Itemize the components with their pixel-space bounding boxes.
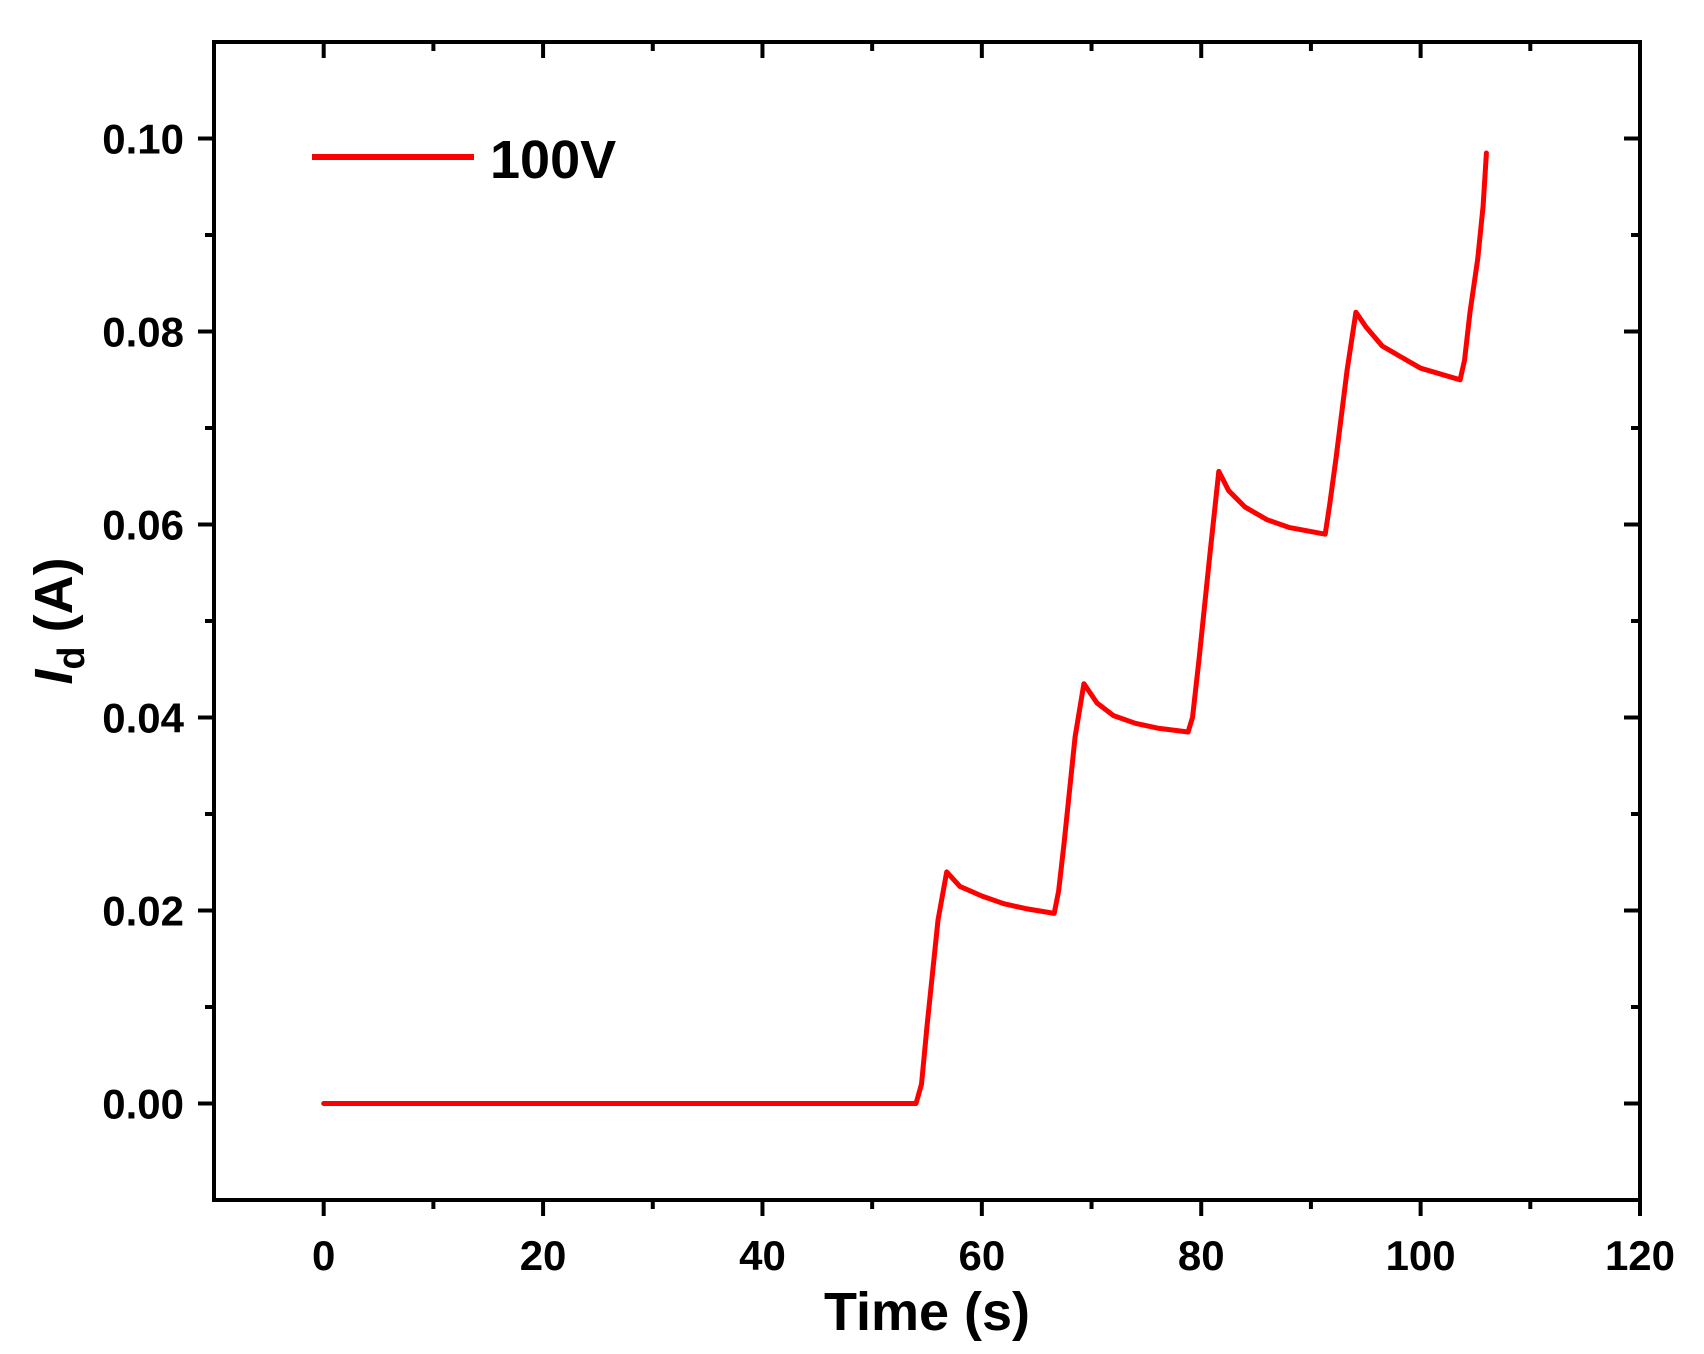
y-axis-title: Id (A): [24, 557, 93, 684]
x-tick-label: 40: [739, 1232, 786, 1279]
y-tick-label: 0.10: [102, 116, 184, 163]
legend: 100V: [312, 130, 616, 190]
y-tick-label: 0.08: [102, 309, 184, 356]
series-line-100v: [321, 150, 1489, 1106]
x-tick-label: 80: [1178, 1232, 1225, 1279]
axis-ticks: [198, 42, 1642, 1216]
x-axis-title: Time (s): [824, 1282, 1030, 1342]
x-tick-label: 0: [312, 1232, 335, 1279]
y-tick-label: 0.02: [102, 888, 184, 935]
y-tick-label: 0.00: [102, 1081, 184, 1128]
x-tick-label: 20: [520, 1232, 567, 1279]
x-tick-label: 120: [1605, 1232, 1675, 1279]
x-tick-labels: 0 20 40 60 80 100 120: [312, 1232, 1675, 1279]
y-axis-title-unit: (A): [24, 557, 84, 632]
x-tick-label: 100: [1386, 1232, 1456, 1279]
x-tick-label: 60: [958, 1232, 1005, 1279]
legend-label-100v: 100V: [490, 130, 616, 190]
y-tick-label: 0.06: [102, 502, 184, 549]
y-axis-title-symbol: I: [24, 669, 84, 685]
y-tick-labels: 0.00 0.02 0.04 0.06 0.08 0.10: [102, 116, 184, 1128]
y-axis-title-subscript: d: [51, 646, 93, 669]
series-layer: [321, 150, 1489, 1106]
y-tick-label: 0.04: [102, 695, 184, 742]
